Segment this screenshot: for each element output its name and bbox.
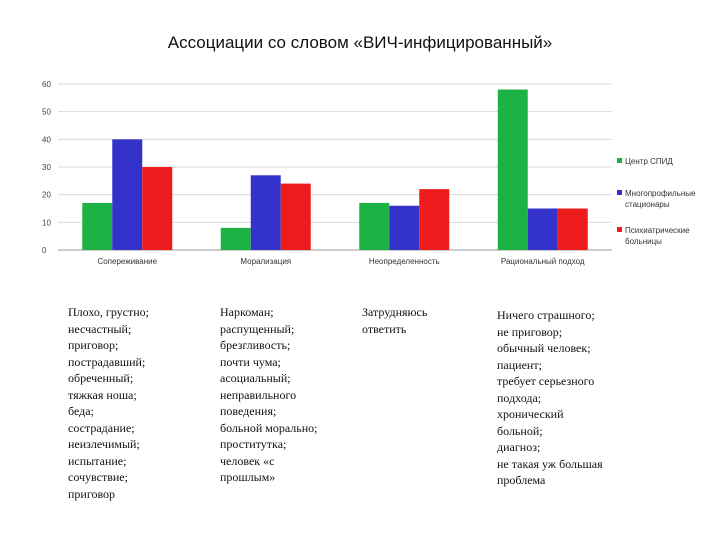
association-line: брезгливость; <box>220 338 291 352</box>
association-line: Плохо, грустно; <box>68 305 149 319</box>
association-line: распущенный; <box>220 321 295 336</box>
associations-column-sympathy: Плохо, грустно; несчастный; приговор; постр… <box>68 304 149 502</box>
association-line: человек «с <box>220 453 275 468</box>
chart-title: Ассоциации со словом «ВИЧ-инфицированный… <box>167 33 553 52</box>
association-line: беда; <box>68 404 94 418</box>
association-line: Затрудняюсь <box>362 305 428 319</box>
association-line: асоциальный; <box>220 371 291 385</box>
associations-column-uncertainty: Затрудняюсь ответить <box>362 304 427 337</box>
bar-chart: 0 10 20 30 40 50 60 Сопереживание Морализация Не… <box>42 80 696 266</box>
legend-label-1: стационары <box>625 200 670 209</box>
bars <box>82 89 588 251</box>
associations-column-moralization: Наркоман; распущенный; брезгливость; почти … <box>220 304 318 486</box>
bar-3-1 <box>527 208 558 250</box>
association-line: больной морально; <box>220 420 318 435</box>
association-line: Наркоман; <box>220 305 274 319</box>
bar-0-2 <box>142 167 173 250</box>
y-tick-label: 50 <box>42 108 51 117</box>
category-label: Сопереживание <box>97 257 157 266</box>
bar-2-1 <box>389 205 420 250</box>
association-line: пострадавший; <box>68 354 146 369</box>
y-tick-label: 20 <box>42 191 51 200</box>
y-tick-label: 0 <box>42 246 47 255</box>
association-line: пациент; <box>497 357 542 372</box>
association-line: Ничего страшного; <box>497 308 595 322</box>
association-line: обреченный; <box>68 371 134 385</box>
association-line: обычный человек; <box>497 341 591 355</box>
legend: Центр СПИД Многопрофильные стационары Психи… <box>617 157 696 246</box>
category-label: Неопределенность <box>369 257 440 266</box>
bar-1-1 <box>250 175 281 250</box>
legend-swatch-2 <box>617 227 622 232</box>
association-line: сочувствие; <box>68 470 128 484</box>
bar-3-0 <box>497 89 528 251</box>
association-line: прошлым» <box>220 470 276 484</box>
association-line: ответить <box>362 321 407 336</box>
association-line: больной; <box>497 423 543 438</box>
association-line: почти чума; <box>220 354 281 369</box>
category-label: Морализация <box>240 257 291 266</box>
bar-1-2 <box>280 183 311 250</box>
legend-label-2: Психиатрические <box>625 226 690 235</box>
bar-0-1 <box>112 139 143 250</box>
association-line: проститутка; <box>220 437 287 451</box>
y-axis-ticks: 0 10 20 30 40 50 60 <box>42 80 51 255</box>
association-line: испытание; <box>68 453 127 468</box>
legend-swatch-0 <box>617 158 622 163</box>
category-label: Рациональный подход <box>501 257 585 266</box>
association-line: хронический <box>497 407 564 421</box>
legend-label-1: Многопрофильные <box>625 189 696 198</box>
association-line: диагноз; <box>497 440 541 454</box>
association-line: неправильного <box>220 387 297 402</box>
legend-swatch-1 <box>617 190 622 195</box>
association-line: проблема <box>497 473 546 487</box>
bar-2-0 <box>359 202 390 250</box>
y-tick-label: 10 <box>42 218 51 227</box>
association-line: требует серьезного <box>497 374 595 388</box>
association-line: тяжкая ноша; <box>68 387 137 402</box>
association-line: не такая уж большая <box>497 456 603 471</box>
association-line: сострадание; <box>68 420 135 435</box>
association-line: подхода; <box>497 390 542 405</box>
bar-2-2 <box>419 189 450 250</box>
y-tick-label: 30 <box>42 163 51 172</box>
association-line: приговор; <box>68 338 119 352</box>
associations-column-rational: Ничего страшного; не приговор; обычный чел… <box>497 307 603 489</box>
association-line: не приговор; <box>497 324 563 339</box>
association-line: поведения; <box>220 404 277 418</box>
legend-label-0: Центр СПИД <box>625 157 673 166</box>
association-line: неизлечимый; <box>68 437 140 451</box>
bar-3-2 <box>557 208 588 250</box>
bar-0-0 <box>82 202 113 250</box>
association-line: несчастный; <box>68 321 132 336</box>
y-tick-label: 40 <box>42 135 51 144</box>
category-labels: Сопереживание Морализация Неопределенность… <box>97 257 584 266</box>
y-tick-label: 60 <box>42 80 51 89</box>
bar-1-0 <box>220 227 251 250</box>
association-line: приговор <box>68 486 116 501</box>
legend-label-2: больницы <box>625 237 662 246</box>
